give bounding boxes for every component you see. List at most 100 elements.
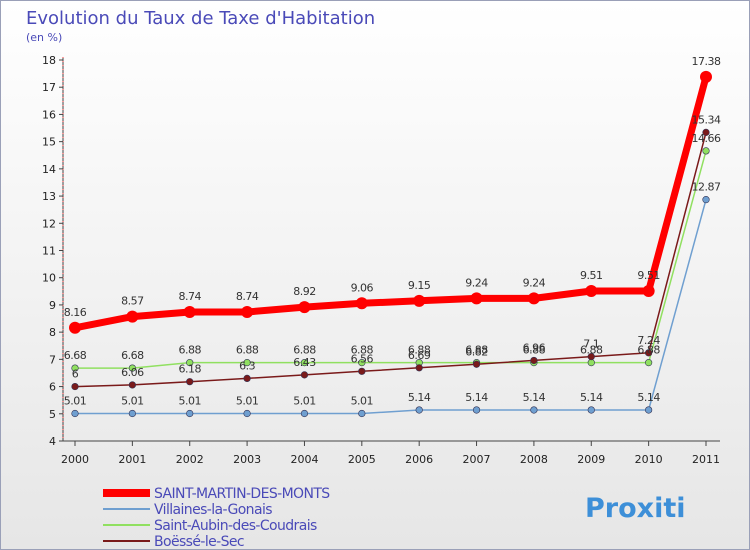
data-label: 6.88	[523, 344, 546, 357]
data-point	[300, 409, 309, 418]
series-line	[74, 198, 707, 415]
data-point	[71, 409, 79, 418]
y-tick-label: 15	[42, 136, 56, 149]
data-point	[358, 367, 366, 375]
data-label: 7.24	[637, 334, 660, 347]
data-label: 6.88	[178, 344, 201, 357]
data-label: 6.3	[239, 359, 255, 372]
data-point	[186, 359, 194, 367]
data-label: 6.68	[121, 349, 144, 362]
data-label: 6	[72, 368, 79, 381]
data-point	[69, 321, 81, 334]
x-tick-label: 2009	[577, 453, 605, 466]
y-tick-label: 17	[42, 81, 56, 94]
y-tick-label: 14	[42, 163, 56, 176]
logo-text: Proxiti	[585, 493, 686, 524]
data-point	[126, 310, 139, 323]
y-tick-label: 11	[42, 245, 56, 258]
x-tick-label: 2006	[405, 453, 433, 466]
data-label: 5.14	[465, 391, 488, 404]
data-label: 6.18	[178, 363, 201, 376]
data-point	[645, 359, 653, 367]
data-label: 9.24	[523, 276, 546, 289]
data-label: 8.74	[178, 290, 201, 303]
data-point	[585, 285, 598, 298]
y-tick-label: 12	[42, 217, 56, 230]
data-label: 5.01	[178, 395, 201, 408]
data-label: 5.01	[236, 395, 259, 408]
series-line	[71, 73, 710, 332]
data-label: 6.88	[580, 344, 603, 357]
legend-label: Boëssé-le-Sec	[154, 534, 244, 550]
data-point	[71, 364, 79, 372]
data-point	[472, 360, 481, 368]
data-label: 6.88	[293, 344, 316, 357]
y-tick-label: 16	[42, 108, 56, 121]
data-point	[358, 359, 366, 367]
data-label: 6.43	[293, 356, 316, 369]
x-tick-label: 2007	[463, 453, 491, 466]
data-point	[472, 406, 481, 414]
y-tick-label: 4	[49, 435, 56, 448]
data-label: 6.88	[465, 344, 488, 357]
data-point	[243, 374, 251, 383]
data-point	[128, 364, 136, 372]
data-point	[298, 301, 311, 314]
data-point	[355, 297, 368, 310]
data-label: 8.16	[64, 306, 87, 319]
data-label: 15.34	[692, 113, 721, 126]
data-point	[645, 349, 653, 357]
data-label: 17.38	[692, 55, 721, 68]
data-label: 6.88	[236, 344, 259, 357]
series-line	[74, 131, 707, 388]
y-tick-label: 7	[49, 353, 56, 366]
data-label: 9.24	[465, 276, 488, 289]
legend-label: Saint-Aubin-des-Coudrais	[154, 518, 317, 534]
data-point	[702, 128, 710, 136]
y-tick-label: 10	[42, 272, 56, 285]
data-label: 12.87	[692, 181, 721, 194]
data-point	[128, 381, 136, 389]
data-label: 6.06	[121, 366, 144, 379]
data-point	[470, 292, 483, 305]
data-label: 8.74	[236, 290, 259, 303]
data-label: 5.01	[121, 395, 144, 408]
series-layer	[69, 70, 712, 418]
y-tick-label: 8	[49, 326, 56, 339]
data-point	[527, 292, 540, 305]
data-point	[186, 378, 194, 386]
data-label: 7.1	[583, 338, 599, 351]
x-tick-label: 2000	[61, 453, 89, 466]
x-tick-label: 2008	[520, 453, 548, 466]
x-tick-label: 2010	[635, 453, 663, 466]
y-tick-label: 18	[42, 54, 56, 67]
data-label: 8.92	[293, 285, 316, 298]
data-point	[243, 409, 251, 418]
legend: SAINT-MARTIN-DES-MONTSVillaines-la-Gonai…	[103, 486, 331, 550]
legend-label: SAINT-MARTIN-DES-MONTS	[154, 486, 330, 502]
axes: 4 5 6 7 8 9 10 11 12 13 14 15 16 17 18 2000 2001 2002 2003…	[42, 54, 720, 466]
data-point	[415, 406, 423, 414]
data-label: 8.57	[121, 295, 144, 308]
data-label: 14.66	[692, 132, 721, 145]
x-tick-label: 2005	[348, 453, 376, 466]
data-point	[642, 285, 655, 298]
chart-subtitle: (en %)	[26, 31, 62, 44]
y-tick-label: 9	[49, 299, 56, 312]
data-point	[358, 409, 366, 418]
y-tick-label: 5	[49, 408, 56, 421]
x-tick-label: 2011	[692, 453, 720, 466]
series-line	[74, 150, 707, 369]
data-point	[300, 359, 309, 367]
data-label: 5.01	[293, 395, 316, 408]
data-label: 9.51	[580, 269, 603, 282]
data-label: 5.01	[351, 395, 374, 408]
x-tick-label: 2002	[176, 453, 204, 466]
data-point	[241, 306, 254, 319]
data-label: 6.68	[64, 349, 87, 362]
data-point	[530, 406, 538, 414]
data-label: 9.15	[408, 279, 431, 292]
data-point	[300, 371, 309, 379]
